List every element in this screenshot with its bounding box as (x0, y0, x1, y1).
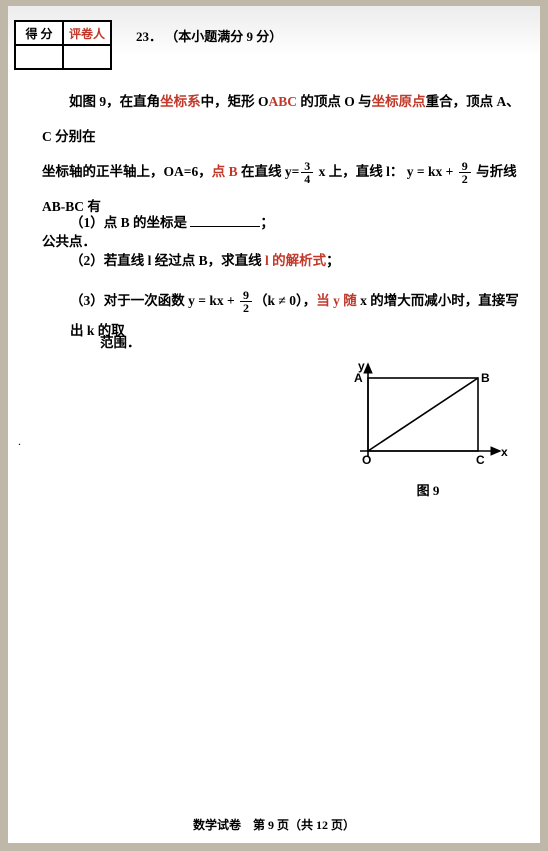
blank-line (190, 214, 260, 228)
exam-page: 得 分 评卷人 23． （本小题满分 9 分） 如图 9，在直角坐标系中，矩形 … (8, 6, 540, 843)
sub3-c: 当 y 随 (316, 293, 357, 308)
subquestion-1: （1）点 B 的坐标是 ； (70, 208, 522, 238)
intro-line-1: 如图 9，在直角坐标系中，矩形 OABC 的顶点 O 与坐标原点重合，顶点 A、… (42, 84, 522, 154)
frac-3-4-d: 4 (301, 173, 313, 185)
score-blank-1 (15, 45, 63, 69)
intro-2d: x 上，直线 l： y = kx + (315, 164, 456, 179)
frac-3-4: 34 (299, 160, 315, 185)
frac-9-2-b-d: 2 (240, 302, 252, 314)
diag-ob (368, 378, 478, 451)
frac-9-2-b-n: 9 (240, 289, 252, 302)
intro-1d: ABC (269, 94, 298, 109)
point-o-label: O (362, 453, 371, 467)
frac-9-2-b: 92 (238, 289, 254, 314)
intro-2a: 坐标轴的正半轴上，OA=6， (42, 164, 212, 179)
score-header-grader: 评卷人 (63, 21, 111, 45)
frac-3-4-n: 3 (301, 160, 313, 173)
intro-1c: 中，矩形 O (201, 94, 269, 109)
intro-2b: 点 B (212, 164, 238, 179)
sub1-text: （1）点 B 的坐标是 (70, 215, 190, 230)
sub2-a: （2）若直线 l 经过点 B，求直线 (70, 253, 265, 268)
x-label: x (501, 445, 508, 459)
sub2-c: ； (326, 253, 340, 268)
frac-9-2-a: 92 (457, 160, 473, 185)
point-b-label: B (481, 371, 490, 385)
subquestion-3-line2: 范围． (100, 328, 522, 358)
figure-svg: y x A B C O (338, 356, 508, 476)
frac-9-2-a-n: 9 (459, 160, 471, 173)
stray-dot: . (18, 434, 21, 449)
question-number-line: 23． （本小题满分 9 分） (136, 26, 282, 45)
scorebox-col1: 得 分 (25, 27, 52, 41)
score-header-score: 得 分 (15, 21, 63, 45)
intro-2c: 在直线 y= (238, 164, 300, 179)
intro-1b: 坐标系 (160, 94, 201, 109)
question-number: 23． (136, 29, 162, 44)
scorebox-col2: 评卷人 (69, 27, 105, 41)
sub3-a: （3）对于一次函数 y = kx + (70, 293, 238, 308)
intro-1e: 的顶点 O 与 (297, 94, 372, 109)
sub1-end: ； (260, 215, 274, 230)
page-footer: 数学试卷 第 9 页（共 12 页） (8, 816, 540, 833)
figure-caption: 图 9 (338, 480, 518, 499)
intro-1f: 坐标原点 (372, 94, 426, 109)
frac-9-2-a-d: 2 (459, 173, 471, 185)
figure-9: y x A B C O 图 9 (338, 356, 518, 499)
subquestion-2: （2）若直线 l 经过点 B，求直线 l 的解析式； (70, 246, 522, 276)
score-box: 得 分 评卷人 (14, 20, 112, 70)
question-points: （本小题满分 9 分） (165, 29, 282, 44)
sub2-b: l 的解析式 (265, 253, 326, 268)
sub3-b: （k ≠ 0）， (254, 293, 316, 308)
point-c-label: C (476, 453, 485, 467)
score-blank-2 (63, 45, 111, 69)
intro-1a: 如图 9，在直角 (69, 94, 160, 109)
point-a-label: A (354, 371, 363, 385)
